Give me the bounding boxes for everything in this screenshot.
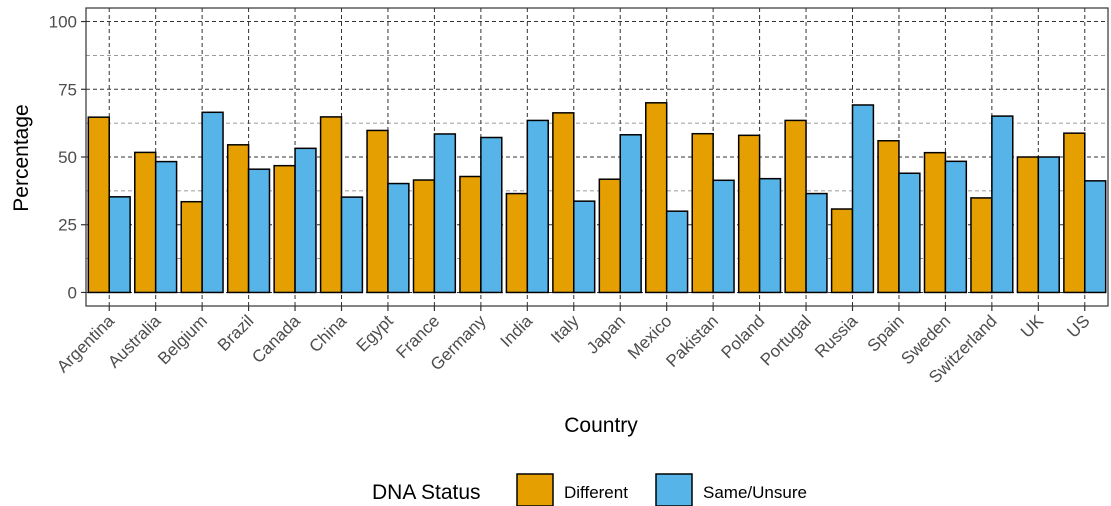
bar-different-india [505, 192, 529, 294]
legend: DNA Status Different Same/Unsure [372, 473, 807, 506]
bar-same-unsure-spain [898, 172, 921, 294]
x-tick-label: India [497, 311, 537, 351]
x-tick-label: Italy [547, 311, 583, 347]
y-tick-label: 0 [68, 283, 77, 302]
bar-same-unsure-japan [619, 134, 642, 294]
bar-different-germany [459, 175, 482, 294]
bar-same-unsure-egypt [387, 182, 410, 294]
bars-layer [87, 102, 1107, 294]
bar-different-poland [737, 134, 761, 294]
bar-different-switzerland [970, 197, 993, 294]
x-tick-label: China [305, 311, 350, 356]
bar-same-unsure-switzerland [991, 115, 1014, 294]
bar-same-unsure-china [340, 196, 364, 294]
y-tick-label: 100 [49, 13, 77, 32]
y-tick-label: 50 [58, 148, 77, 167]
bar-same-unsure-france [433, 133, 457, 294]
x-tick-label: UK [1017, 311, 1048, 342]
x-axis-title: Country [564, 414, 638, 437]
x-tick-label: Belgium [154, 311, 211, 368]
bar-same-unsure-argentina [108, 196, 131, 294]
legend-key-same-unsure [655, 473, 693, 506]
bar-different-egypt [366, 129, 389, 294]
legend-label: Different [564, 483, 628, 502]
bar-different-uk [1016, 156, 1040, 294]
x-tick-label: US [1063, 311, 1093, 341]
legend-label: Same/Unsure [703, 483, 807, 502]
bar-same-unsure-india [526, 119, 549, 294]
x-tick-label: Japan [583, 311, 629, 357]
x-tick-label: Australia [104, 311, 165, 372]
bar-different-spain [877, 139, 900, 294]
x-tick-label: Russia [811, 311, 862, 362]
bar-same-unsure-italy [573, 200, 596, 294]
bar-different-mexico [645, 102, 668, 294]
x-tick-label: Pakistan [662, 311, 722, 371]
bar-different-belgium [180, 200, 203, 294]
bar-same-unsure-poland [758, 177, 782, 294]
bar-same-unsure-canada [294, 147, 317, 294]
y-axis-title: Percentage [10, 104, 33, 211]
bar-different-china [319, 116, 343, 294]
bar-different-brazil [226, 144, 250, 294]
bar-same-unsure-russia [851, 104, 875, 294]
bar-same-unsure-pakistan [712, 179, 735, 294]
bar-different-japan [598, 178, 621, 294]
y-tick-label: 75 [58, 80, 77, 99]
x-tick-label: Canada [248, 311, 304, 367]
bar-same-unsure-uk [1037, 156, 1060, 294]
bar-same-unsure-germany [480, 136, 503, 294]
bar-different-us [1063, 132, 1086, 294]
bar-different-portugal [784, 119, 807, 294]
bar-same-unsure-belgium [201, 111, 224, 294]
bar-same-unsure-mexico [665, 210, 689, 294]
bar-different-pakistan [691, 132, 714, 294]
bar-different-argentina [87, 116, 110, 294]
bar-different-italy [552, 112, 575, 294]
x-tick-label: Spain [864, 311, 908, 355]
bar-different-sweden [923, 151, 947, 294]
x-tick-label: Egypt [353, 311, 397, 355]
bar-same-unsure-australia [154, 160, 178, 294]
legend-title: DNA Status [372, 481, 481, 504]
bar-same-unsure-us [1084, 180, 1107, 294]
bar-different-australia [134, 151, 157, 294]
bar-same-unsure-brazil [247, 168, 271, 294]
bar-different-canada [273, 164, 296, 294]
bar-same-unsure-sweden [944, 160, 968, 294]
y-axis: 0 25 50 75 100 [49, 13, 86, 302]
y-tick-label: 25 [58, 216, 77, 235]
x-tick-label: Brazil [214, 311, 257, 354]
x-tick-label: Portugal [757, 311, 815, 369]
bar-same-unsure-portugal [805, 192, 828, 294]
bar-different-russia [830, 208, 854, 294]
legend-key-different [516, 473, 554, 506]
bar-different-france [412, 179, 436, 294]
x-tick-label: Argentina [53, 311, 118, 376]
